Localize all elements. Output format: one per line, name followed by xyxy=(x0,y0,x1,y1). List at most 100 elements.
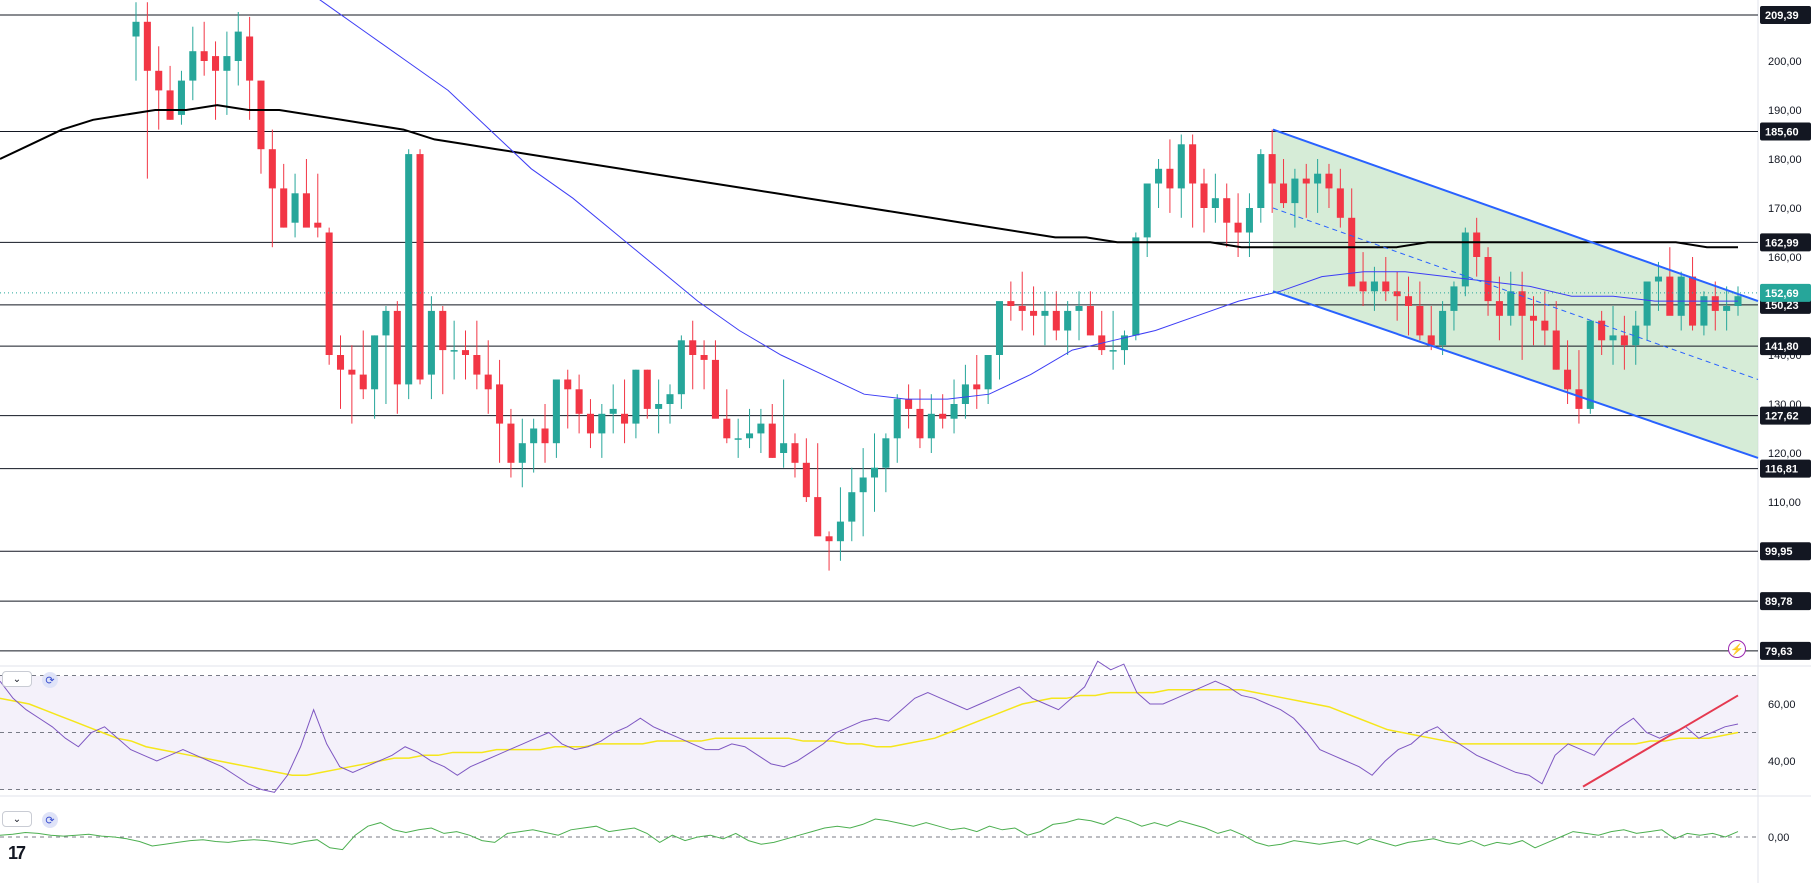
price-tick-label: 190,00 xyxy=(1768,105,1802,117)
level-label: 89,78 xyxy=(1765,596,1793,608)
candle-body xyxy=(1552,330,1560,370)
last-price-box xyxy=(1760,283,1811,302)
level-label: 99,95 xyxy=(1765,546,1793,558)
rsi-band-bg xyxy=(0,676,1758,790)
candle-body xyxy=(1416,306,1424,336)
candle-body xyxy=(1041,310,1049,316)
candle-body xyxy=(1529,315,1538,321)
candle-body xyxy=(530,428,538,444)
candle-body xyxy=(973,384,981,390)
candle-body xyxy=(1325,173,1333,189)
candle-body xyxy=(564,379,572,390)
candle-body xyxy=(1586,320,1594,409)
candle-body xyxy=(280,188,288,228)
candle-body xyxy=(427,310,435,375)
candle-body xyxy=(1450,286,1458,311)
refresh-icon: ⟳ xyxy=(45,674,55,687)
candle-body xyxy=(802,462,810,498)
rsi-collapse-button[interactable]: ⌄ xyxy=(2,671,32,687)
rsi-sync-icon[interactable]: ⟳ xyxy=(42,672,58,688)
candle-body xyxy=(723,418,731,439)
rsi-tick-label: 40,00 xyxy=(1768,756,1796,768)
last-price-label: 152,69 xyxy=(1765,288,1799,300)
candle-body xyxy=(1677,276,1685,316)
candle-body xyxy=(1314,173,1322,184)
candle-body xyxy=(1632,325,1640,346)
lightning-icon: ⚡ xyxy=(1730,643,1744,656)
candle-body xyxy=(1302,178,1310,184)
candle-body xyxy=(177,80,185,115)
level-label-box xyxy=(1760,406,1811,425)
candle-body xyxy=(984,355,992,390)
candle-body xyxy=(1268,154,1276,184)
candle-body xyxy=(905,399,913,409)
candle-body xyxy=(1086,306,1094,336)
level-label: 150,23 xyxy=(1765,300,1799,312)
candle-body xyxy=(1132,237,1140,336)
price-tick-label: 110,00 xyxy=(1768,497,1801,509)
candle-body xyxy=(1223,198,1231,223)
rsi-trendline xyxy=(1582,694,1739,788)
candle-body xyxy=(700,355,708,360)
candle-body xyxy=(1393,291,1401,297)
candle-body xyxy=(1564,369,1572,390)
candle-body xyxy=(757,423,765,434)
candle-body xyxy=(1711,296,1719,311)
candle-body xyxy=(825,536,833,542)
level-label-box xyxy=(1760,337,1811,356)
candle-body xyxy=(1211,198,1219,208)
candle-body xyxy=(1007,301,1015,306)
candle-body xyxy=(314,222,322,228)
candle-body xyxy=(950,404,958,419)
candle-body xyxy=(325,232,333,355)
candle-body xyxy=(1155,168,1163,184)
candle-body xyxy=(916,408,924,439)
channel-upper-line xyxy=(1272,128,1759,303)
candle-body xyxy=(132,21,140,37)
candle-body xyxy=(234,31,242,61)
candle-body xyxy=(836,521,844,542)
candle-body xyxy=(1291,178,1299,204)
candle-body xyxy=(1620,335,1628,346)
level-label-box xyxy=(1760,233,1811,252)
candle-body xyxy=(1518,291,1526,316)
level-label: 79,63 xyxy=(1765,646,1793,658)
candle-body xyxy=(268,149,276,189)
candle-body xyxy=(1404,296,1413,306)
candle-body xyxy=(689,340,697,355)
candle-body xyxy=(1030,310,1038,316)
candle-body xyxy=(1473,232,1481,257)
candle-body xyxy=(1280,183,1288,204)
candle-body xyxy=(1427,335,1435,346)
candle-body xyxy=(1234,222,1242,233)
candle-body xyxy=(416,154,424,380)
candle-body xyxy=(336,355,345,370)
level-label: 209,39 xyxy=(1765,10,1799,22)
tradingview-logo: 17 xyxy=(8,843,26,863)
ma-long-line xyxy=(0,104,1738,249)
candle-body xyxy=(496,384,504,424)
candle-body xyxy=(734,438,742,440)
candle-body xyxy=(1177,144,1185,189)
candle-body xyxy=(1575,389,1583,409)
candle-body xyxy=(961,384,969,404)
candle-body xyxy=(1052,310,1060,331)
candle-body xyxy=(1609,335,1617,341)
candle-body xyxy=(791,443,799,463)
candle-body xyxy=(1257,154,1265,208)
osc-sync-icon[interactable]: ⟳ xyxy=(42,812,58,828)
candle-body xyxy=(302,193,310,228)
candle-body xyxy=(405,154,413,385)
ma-short-line xyxy=(319,0,1738,400)
alert-bolt-icon[interactable]: ⚡ xyxy=(1728,640,1746,658)
candle-body xyxy=(632,369,640,424)
osc-collapse-button[interactable]: ⌄ xyxy=(2,811,32,827)
level-label: 185,60 xyxy=(1765,127,1799,139)
candle-body xyxy=(166,90,174,120)
candle-body xyxy=(189,51,197,81)
candle-body xyxy=(1348,217,1356,287)
osc-tick-label: 0,00 xyxy=(1768,832,1789,844)
candle-body xyxy=(1495,301,1503,316)
candle-body xyxy=(1064,310,1072,331)
